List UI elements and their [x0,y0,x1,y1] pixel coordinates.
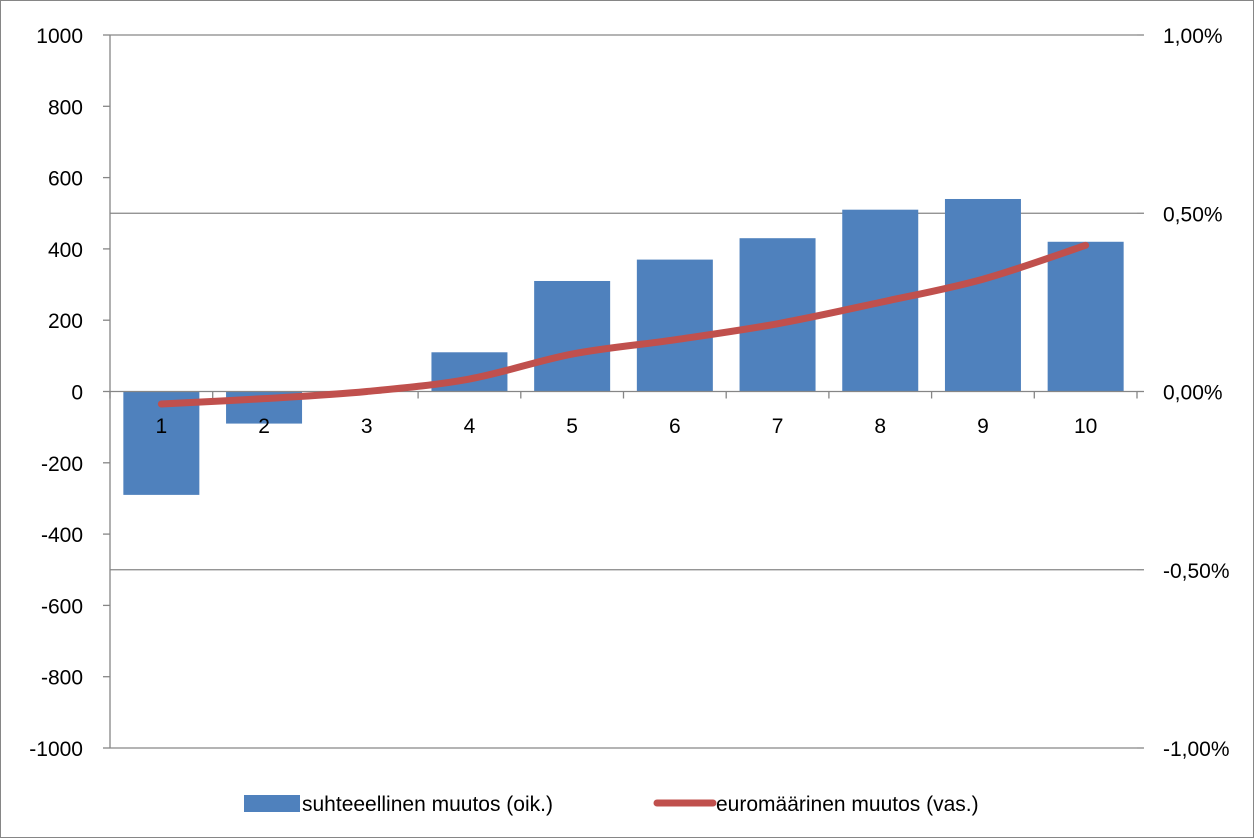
bar-6 [636,259,713,392]
bar-10 [1047,241,1124,392]
category-tick-label: 4 [464,415,476,438]
left-tick-label: -800 [41,667,83,690]
category-tick-label: 1 [156,415,168,438]
left-tick-label: 600 [48,168,83,191]
line-series [157,241,1090,408]
right-tick-label: -0,50% [1163,560,1230,583]
left-tick-label: -1000 [29,738,83,761]
left-tick-label: 200 [48,310,83,333]
line-path [157,241,1090,408]
left-tick-label: -200 [41,453,83,476]
right-tick-label: -1,00% [1163,738,1230,761]
left-tick-label: -600 [41,595,83,618]
left-axis-ticks: 1000 800 600 400 200 0 -200 -400 -600 -800 -1000 [29,25,83,761]
right-tick-label: 0,50% [1163,203,1223,226]
right-tick-label: 0,00% [1163,382,1223,405]
right-axis-ticks: 1,00% 0,50% 0,00% -0,50% -1,00% [1163,25,1230,761]
legend-swatch-bar [244,795,300,812]
category-tick-label: 2 [258,415,270,438]
bar-5 [534,280,611,392]
left-tick-label: -400 [41,524,83,547]
left-tick-label: 400 [48,239,83,262]
category-tick-label: 10 [1074,415,1097,438]
category-tick-label: 5 [566,415,578,438]
left-tick-label: 1000 [36,25,83,48]
legend-label-bar: suhteeellinen muutos (oik.) [302,793,553,816]
category-axis-ticks: 1 2 3 4 5 6 7 8 9 10 [156,415,1098,438]
category-tick-label: 3 [361,415,373,438]
category-tick-label: 9 [977,415,989,438]
axes [103,34,1144,749]
category-tick-label: 6 [669,415,681,438]
left-tick-label: 800 [48,96,83,119]
bar-7 [739,238,816,392]
category-tick-label: 7 [772,415,784,438]
category-tick-label: 8 [874,415,886,438]
bar-1 [123,391,200,495]
right-tick-label: 1,00% [1163,25,1223,48]
left-tick-label: 0 [71,382,83,405]
legend: suhteeellinen muutos (oik.) euromäärinen… [244,793,979,816]
legend-label-line: euromäärinen muutos (vas.) [716,793,979,816]
bar-9 [944,198,1021,392]
